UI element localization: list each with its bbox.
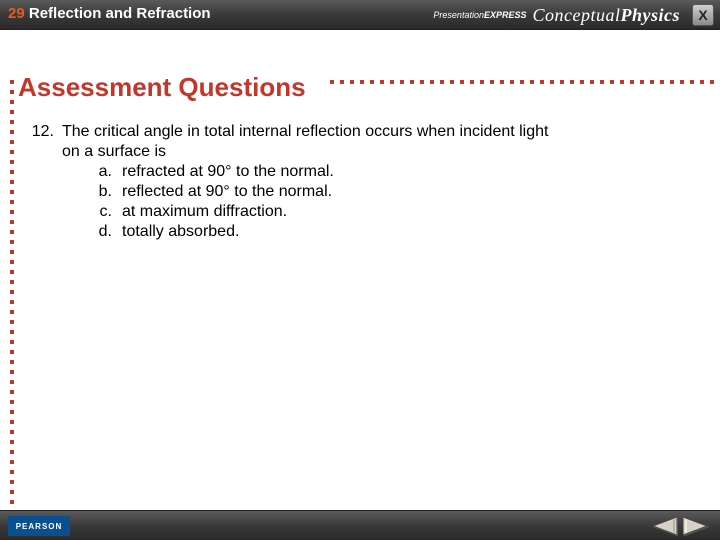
option-text: reflected at 90° to the normal.	[122, 182, 690, 202]
option-letter: c.	[92, 202, 122, 222]
next-slide-button[interactable]	[682, 514, 710, 538]
footer-bar: PEARSON	[0, 510, 720, 540]
dotted-border-top	[10, 80, 710, 84]
option-row: d.totally absorbed.	[92, 222, 690, 242]
prev-slide-button[interactable]	[650, 514, 678, 538]
option-row: b.reflected at 90° to the normal.	[92, 182, 690, 202]
nav-arrows	[650, 514, 710, 538]
dotted-border-left	[10, 90, 14, 504]
publisher-badge: PEARSON	[8, 516, 70, 536]
option-row: a.refracted at 90° to the normal.	[92, 162, 690, 182]
header-bar: 29 Reflection and Refraction Presentatio…	[0, 0, 720, 30]
chapter-label: 29 Reflection and Refraction	[8, 5, 211, 22]
brand-conceptual-physics: ConceptualPhysics	[533, 5, 681, 26]
brand-suffix: Physics	[621, 5, 681, 25]
option-letter: a.	[92, 162, 122, 182]
arrow-left-icon	[651, 515, 677, 537]
brand-prefix: Conceptual	[533, 5, 621, 25]
close-button[interactable]: X	[692, 4, 714, 26]
brand-presentation-express: PresentationEXPRESS	[433, 10, 526, 20]
slide-content: Assessment Questions 12. The critical an…	[0, 30, 720, 510]
chapter-number: 29	[8, 5, 25, 22]
close-icon: X	[698, 7, 707, 23]
section-title: Assessment Questions	[18, 72, 306, 103]
option-letter: d.	[92, 222, 122, 242]
option-text: totally absorbed.	[122, 222, 690, 242]
question-line1: The critical angle in total internal ref…	[62, 123, 548, 140]
arrow-right-icon	[683, 515, 709, 537]
question-row: 12. The critical angle in total internal…	[28, 122, 690, 242]
option-text: at maximum diffraction.	[122, 202, 690, 222]
brand-block: PresentationEXPRESS ConceptualPhysics	[433, 0, 680, 30]
chapter-title: Reflection and Refraction	[29, 5, 211, 22]
question-number: 12.	[28, 122, 62, 242]
question-line2: on a surface is	[62, 143, 166, 160]
option-letter: b.	[92, 182, 122, 202]
question-text: The critical angle in total internal ref…	[62, 122, 690, 242]
question-block: 12. The critical angle in total internal…	[28, 122, 690, 242]
option-text: refracted at 90° to the normal.	[122, 162, 690, 182]
option-row: c.at maximum diffraction.	[92, 202, 690, 222]
